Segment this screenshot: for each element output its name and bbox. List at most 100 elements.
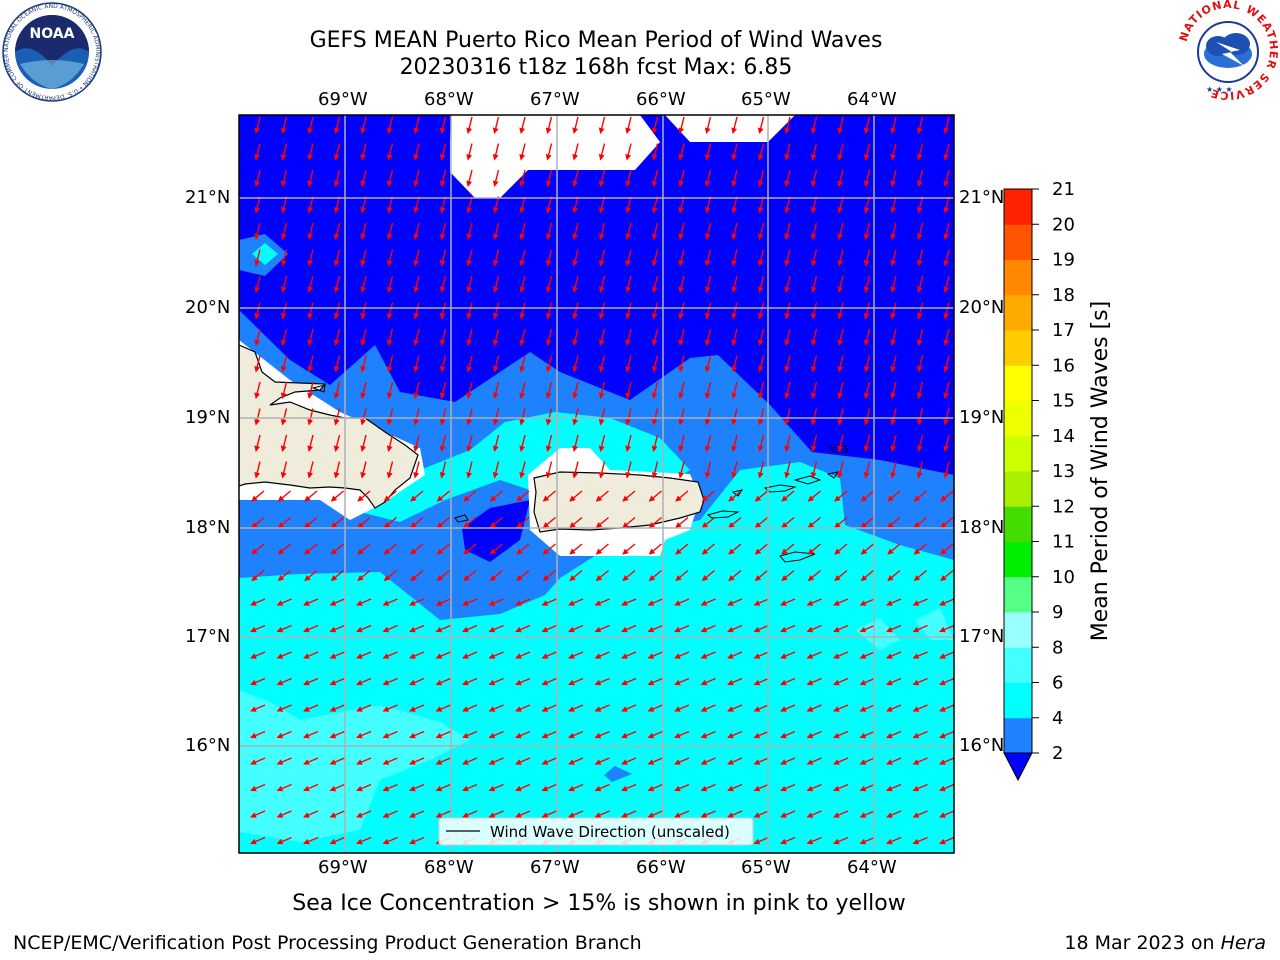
wind-wave-arrow [515, 598, 531, 606]
wind-wave-arrow [912, 598, 928, 606]
wind-wave-arrow [784, 302, 791, 320]
colorbar-segment [1004, 224, 1032, 260]
wind-wave-arrow [912, 810, 928, 818]
wind-wave-arrow [757, 169, 765, 187]
colorbar-under-arrow [1003, 752, 1033, 782]
wind-wave-arrow [731, 434, 738, 452]
wind-wave-arrow [837, 355, 844, 373]
wind-wave-arrow [678, 249, 685, 267]
no-data-area [450, 115, 660, 198]
wind-wave-arrow [863, 169, 871, 187]
wind-wave-arrow [939, 836, 954, 845]
wind-wave-arrow [436, 569, 450, 582]
wind-wave-arrow [704, 434, 712, 452]
wind-wave-arrow [568, 783, 584, 792]
wind-wave-arrow [307, 249, 314, 267]
wind-wave-arrow [784, 328, 791, 346]
island-tortola [793, 475, 822, 485]
wind-wave-arrow [466, 461, 473, 479]
wind-wave-arrow [675, 569, 689, 582]
wind-wave-arrow [727, 730, 743, 739]
wind-wave-arrow [435, 704, 451, 712]
wind-wave-arrow [303, 677, 319, 686]
wind-wave-arrow [568, 757, 584, 765]
wind-wave-arrow [492, 434, 500, 452]
wind-wave-arrow [545, 328, 553, 346]
wind-wave-arrow [837, 381, 844, 399]
wind-wave-arrow [701, 569, 715, 582]
wind-wave-arrow [863, 302, 871, 320]
wind-wave-arrow [383, 569, 397, 582]
wind-wave-arrow [674, 624, 690, 633]
wind-wave-arrow [386, 249, 394, 267]
wind-wave-arrow [863, 116, 871, 134]
wind-wave-arrows [250, 116, 954, 845]
wind-wave-arrow [621, 783, 637, 792]
wind-wave-arrow [806, 836, 822, 845]
wind-wave-arrow [704, 381, 712, 399]
wind-wave-arrow [303, 624, 319, 633]
wind-wave-arrow [303, 651, 319, 659]
wind-wave-arrow [648, 569, 662, 582]
wind-wave-arrow [806, 598, 822, 606]
wind-wave-arrow [648, 490, 662, 502]
wind-wave-arrow [837, 461, 844, 479]
wind-wave-arrow [545, 196, 553, 214]
wind-wave-arrow [439, 302, 447, 320]
wind-wave-arrow [541, 757, 557, 765]
wind-wave-arrow [356, 677, 372, 686]
wind-wave-arrow [413, 328, 420, 346]
wind-wave-arrow [780, 677, 796, 686]
wind-wave-arrow [916, 116, 924, 134]
colorbar-segment [1004, 717, 1032, 754]
wind-wave-arrow [254, 196, 261, 214]
wind-wave-arrow [807, 516, 821, 529]
island-st-thomas [763, 484, 797, 493]
wind-wave-arrow [678, 302, 685, 320]
wind-wave-arrow [833, 836, 849, 845]
wind-wave-arrow [810, 302, 818, 320]
wind-wave-arrow [806, 783, 822, 792]
wind-wave-arrow [254, 275, 261, 293]
wind-wave-arrow [280, 143, 288, 161]
wind-wave-arrow [651, 381, 659, 399]
wind-wave-arrow [519, 355, 526, 373]
wind-wave-arrow [913, 516, 927, 529]
wind-wave-arrow [382, 651, 398, 659]
wind-wave-arrow [410, 543, 424, 555]
island-vieques [706, 510, 740, 519]
map-legend: Wind Wave Direction (unscaled) [438, 817, 754, 846]
wind-wave-arrow [727, 704, 743, 712]
wind-wave-arrow [492, 302, 500, 320]
wind-wave-arrow [280, 434, 288, 452]
wind-wave-arrow [727, 783, 743, 792]
wind-wave-arrow [545, 461, 553, 479]
wind-wave-arrow [333, 328, 341, 346]
colorbar-tick-label: 13 [1052, 461, 1075, 482]
wind-wave-arrow [307, 434, 314, 452]
wind-wave-arrow [625, 302, 632, 320]
wind-wave-arrow [572, 275, 579, 293]
wind-wave-arrow [647, 651, 663, 659]
wind-wave-arrow [780, 704, 796, 712]
wind-wave-arrow [489, 543, 503, 555]
wind-wave-arrow [356, 810, 372, 818]
wind-wave-arrow [916, 381, 924, 399]
wind-wave-arrow [912, 704, 928, 712]
wind-wave-arrow [515, 810, 531, 818]
wind-wave-arrow [916, 434, 924, 452]
wind-wave-arrow [492, 249, 500, 267]
wind-wave-arrow [277, 490, 291, 502]
wind-wave-arrow [329, 651, 345, 659]
wind-wave-arrow [621, 598, 637, 606]
colorbar-tick-label: 16 [1052, 355, 1075, 376]
wind-wave-arrow [466, 302, 473, 320]
colorbar-tick-label: 11 [1052, 532, 1075, 553]
wind-wave-arrow [333, 275, 341, 293]
island-culebra [731, 489, 744, 497]
wind-wave-arrow [731, 222, 738, 240]
wind-wave-arrow [781, 516, 795, 529]
wind-wave-arrow [780, 598, 796, 606]
wind-wave-arrow [753, 704, 769, 712]
wind-wave-arrow [647, 624, 663, 633]
